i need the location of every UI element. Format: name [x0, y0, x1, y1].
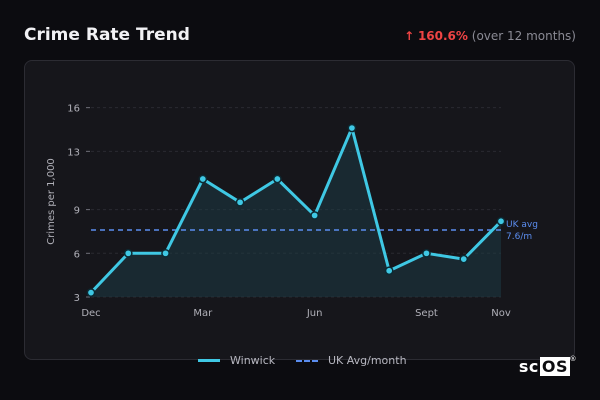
- y-tick-label: 13: [67, 147, 80, 158]
- series-line-winwick: [89, 126, 503, 294]
- legend-item-uk-avg[interactable]: UK Avg/month: [296, 354, 407, 367]
- y-tick-label: 3: [74, 293, 80, 304]
- y-tick-label: 9: [74, 206, 80, 217]
- x-tick-label: Sept: [415, 308, 438, 319]
- chart-legend: Winwick UK Avg/month: [0, 354, 600, 370]
- brand-logo: sc OS ®: [518, 355, 577, 376]
- data-point: [422, 248, 431, 258]
- data-point: [347, 123, 357, 133]
- legend-label-winwick: Winwick: [230, 354, 276, 367]
- trend-value: 160.6%: [417, 29, 468, 43]
- legend-item-winwick[interactable]: Winwick: [198, 354, 275, 367]
- data-point: [273, 174, 282, 184]
- legend-swatch-dashed: [296, 359, 318, 362]
- data-point: [235, 197, 245, 207]
- data-point: [496, 216, 506, 226]
- data-point: [459, 254, 469, 264]
- legend-label-uk-avg: UK Avg/month: [328, 354, 407, 367]
- uk-average-label: UK avg: [506, 220, 538, 230]
- trend-up-arrow-icon: ↑: [404, 29, 415, 43]
- data-point: [161, 248, 170, 258]
- x-tick-label: Dec: [81, 308, 100, 319]
- uk-average-value-label: 7.6/m: [506, 232, 532, 242]
- data-point: [86, 288, 96, 297]
- legend-swatch-solid: [198, 359, 220, 362]
- data-point: [198, 174, 208, 184]
- x-tick-label: Nov: [491, 308, 511, 319]
- y-tick-label: 6: [74, 249, 80, 260]
- data-point: [123, 248, 133, 258]
- data-point: [310, 211, 319, 220]
- data-point: [384, 266, 394, 276]
- trend-summary: ↑ 160.6% (over 12 months): [404, 29, 576, 43]
- trend-note: (over 12 months): [471, 29, 576, 43]
- x-tick-label: Jun: [306, 308, 323, 319]
- y-tick-label: 16: [67, 104, 80, 115]
- series-area-fill: [91, 128, 501, 297]
- x-tick-label: Mar: [193, 308, 213, 319]
- y-axis-label: Crimes per 1,000: [46, 158, 57, 245]
- chart-title: Crime Rate Trend: [24, 25, 190, 45]
